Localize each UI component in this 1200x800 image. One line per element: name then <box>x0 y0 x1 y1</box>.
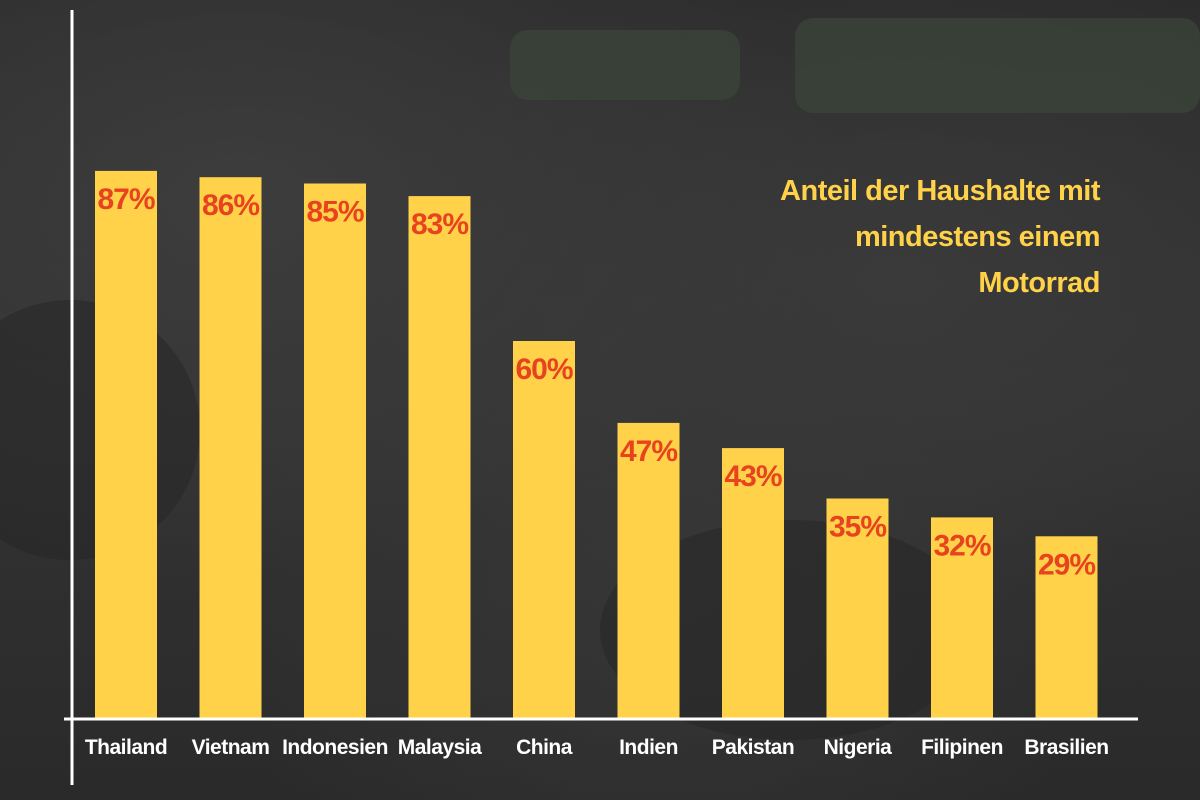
tick-label-thailand: Thailand <box>85 736 167 759</box>
bar-pakistan <box>722 448 784 719</box>
bar-brasilien <box>1035 536 1098 719</box>
bar-filipinen <box>931 517 993 719</box>
value-label-pakistan: 43% <box>724 460 781 493</box>
value-label-thailand: 87% <box>97 183 154 216</box>
background-hedge <box>510 30 740 100</box>
value-label-indien: 47% <box>620 435 677 468</box>
value-label-brasilien: 29% <box>1038 548 1095 581</box>
value-label-nigeria: 35% <box>829 511 886 544</box>
tick-label-indonesien: Indonesien <box>282 736 388 759</box>
tick-label-pakistan: Pakistan <box>712 736 794 759</box>
value-label-vietnam: 86% <box>202 189 259 222</box>
tick-label-brasilien: Brasilien <box>1024 736 1108 759</box>
chart-title-line-1: Anteil der Haushalte mit <box>780 175 1100 207</box>
bar-indonesien <box>304 183 366 719</box>
value-label-filipinen: 32% <box>933 529 990 562</box>
bar-thailand <box>95 170 157 719</box>
value-labels: 87% 86% 85% 83% 60% 47% 43% 35% 32% 29% <box>97 183 1096 581</box>
chart-title-line-2: mindestens einem Motorrad <box>854 221 1101 299</box>
category-tick-labels: Thailand Vietnam Indonesien Malaysia China In… <box>85 736 1109 759</box>
bar-malaysia <box>408 196 471 720</box>
value-label-indonesien: 85% <box>306 196 363 229</box>
tick-label-nigeria: Nigeria <box>824 736 893 759</box>
value-label-malaysia: 83% <box>411 208 468 241</box>
bar-nigeria <box>826 498 889 719</box>
bars <box>95 170 1098 720</box>
tick-label-filipinen: Filipinen <box>921 736 1003 759</box>
background-hedge <box>795 18 1200 113</box>
bar-china <box>513 341 575 719</box>
tick-label-indien: Indien <box>619 736 678 759</box>
tick-label-china: China <box>516 736 573 759</box>
chart-title: Anteil der Haushalte mit mindestens eine… <box>760 168 1100 306</box>
tick-label-vietnam: Vietnam <box>192 736 270 759</box>
tick-label-malaysia: Malaysia <box>398 736 482 759</box>
value-label-china: 60% <box>515 353 572 386</box>
bar-indien <box>617 422 680 719</box>
bar-vietnam <box>199 177 262 719</box>
